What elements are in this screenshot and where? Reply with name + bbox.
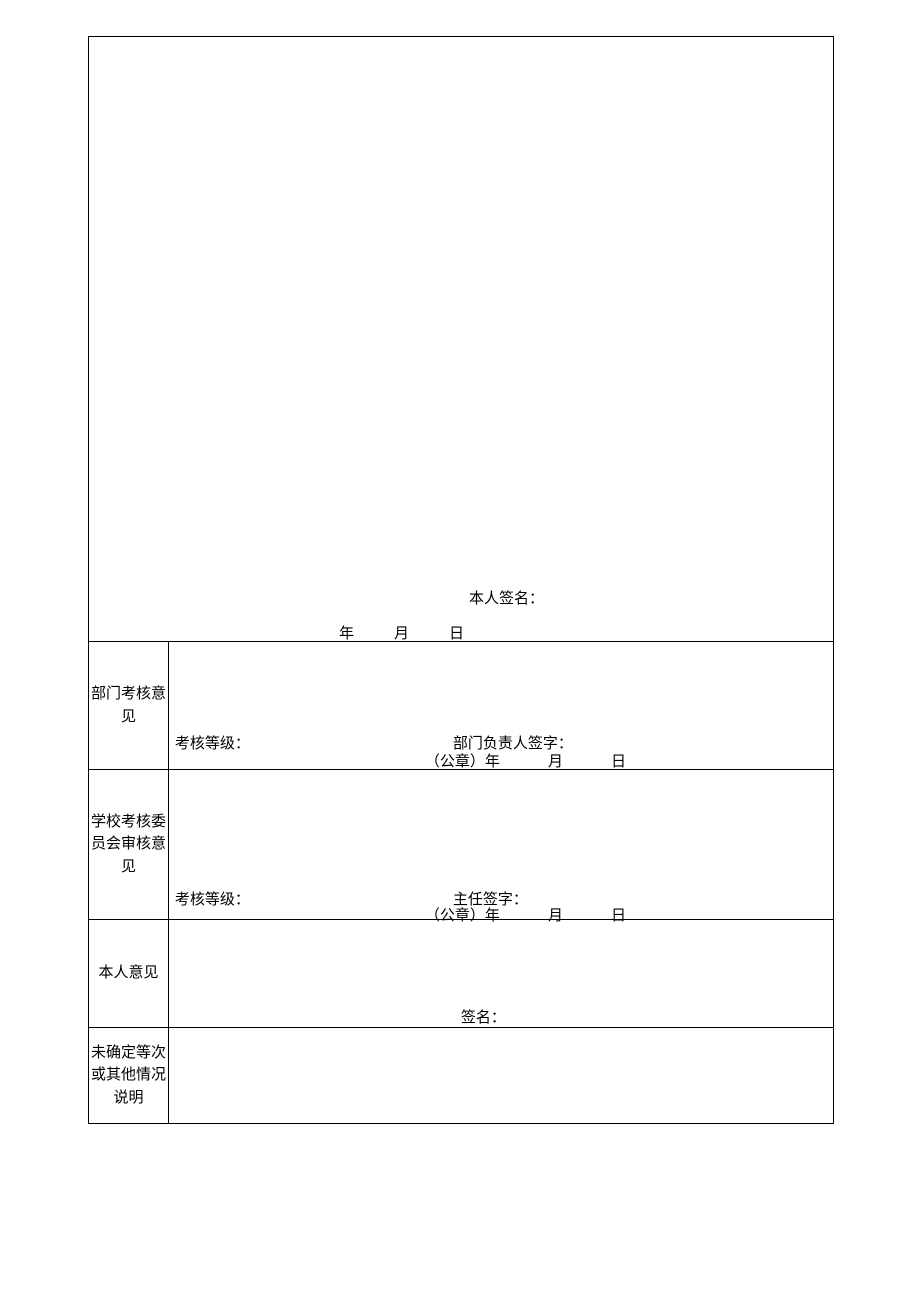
- dept-seal-date: （公章）年 月 日: [425, 750, 626, 771]
- other-notes-label: 未确定等次或其他情况说明: [91, 1045, 166, 1106]
- dept-day: 日: [611, 754, 626, 770]
- school-grade-label: 考核等级：: [175, 888, 250, 909]
- self-opinion-content: 签名：: [168, 920, 833, 1028]
- assessment-form-table: 本人签名： 年月日 部门考核意见 考核等级： 部门负责人签字： （公章）年月日 …: [88, 36, 834, 1124]
- other-notes-content: [168, 1028, 833, 1124]
- top-date-line: 年月日: [339, 622, 466, 643]
- dept-opinion-label-cell: 部门考核意见: [89, 642, 169, 770]
- day-label: 日: [449, 626, 466, 642]
- dept-opinion-content: 考核等级： 部门负责人签字： （公章）年月日: [168, 642, 833, 770]
- year-label: 年: [339, 626, 356, 642]
- dept-seal-prefix: （公章）: [425, 754, 485, 770]
- other-notes-label-cell: 未确定等次或其他情况说明: [89, 1028, 169, 1124]
- dept-year: 年: [485, 754, 500, 770]
- school-opinion-label-cell: 学校考核委员会审核意见: [89, 770, 169, 920]
- dept-opinion-label: 部门考核意见: [91, 686, 166, 725]
- self-sign-label: 签名：: [461, 1006, 506, 1027]
- self-opinion-label-cell: 本人意见: [89, 920, 169, 1028]
- self-signature-label: 本人签名：: [469, 587, 544, 608]
- self-opinion-label: 本人意见: [98, 965, 158, 981]
- school-opinion-label: 学校考核委员会审核意见: [91, 814, 166, 875]
- dept-month: 月: [548, 754, 563, 770]
- school-opinion-content: 考核等级： 主任签字： （公章）年月日: [168, 770, 833, 920]
- month-label: 月: [394, 626, 411, 642]
- top-section-cell: 本人签名： 年 月 日: [89, 37, 834, 642]
- dept-grade-label: 考核等级：: [175, 732, 250, 753]
